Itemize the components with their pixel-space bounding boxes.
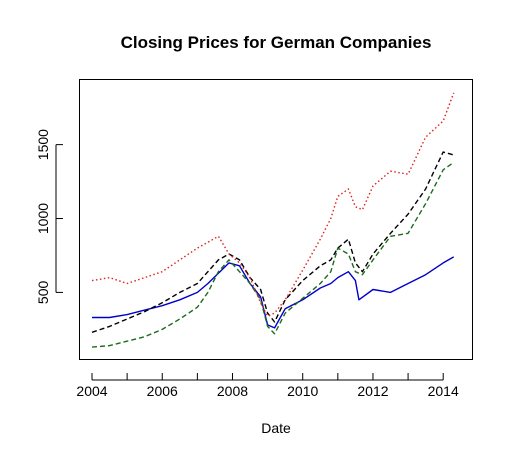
plot-area (79, 79, 473, 360)
x-tick-label: 2006 (147, 383, 178, 399)
y-tick-label: 1500 (35, 129, 51, 160)
y-tick-label: 1000 (35, 203, 51, 234)
y-axis: 500 1000 1500 (35, 129, 63, 304)
series-layer (91, 92, 455, 348)
series-line (91, 151, 454, 333)
series-line (91, 161, 455, 348)
x-tick-label: 2004 (76, 383, 107, 399)
x-axis: 2004 2006 2008 2010 2012 2014 (76, 373, 459, 399)
y-tick-label: 500 (35, 281, 51, 305)
series-line (91, 92, 455, 317)
x-tick-label: 2010 (287, 383, 318, 399)
chart-title: Closing Prices for German Companies (121, 33, 432, 52)
x-axis-title: Date (261, 420, 291, 436)
x-tick-label: 2014 (428, 383, 459, 399)
series-line (92, 256, 455, 329)
x-tick-label: 2012 (357, 383, 388, 399)
x-tick-label: 2008 (217, 383, 248, 399)
